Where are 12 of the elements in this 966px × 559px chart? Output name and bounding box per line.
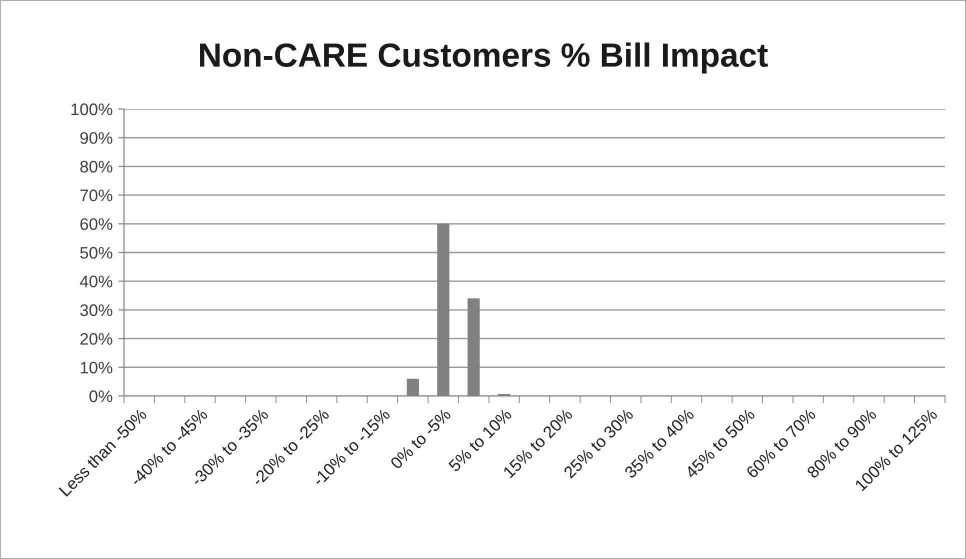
chart-title: Non-CARE Customers % Bill Impact xyxy=(200,42,768,74)
y-tick-label: 10% xyxy=(80,362,112,374)
y-tick-label: 100% xyxy=(72,103,112,116)
y-tick-label: 90% xyxy=(80,132,112,144)
y-tick-label: 60% xyxy=(80,218,112,230)
y-tick-label: 0% xyxy=(89,390,112,402)
y-tick-label: 40% xyxy=(80,276,112,288)
y-tick-label: 70% xyxy=(80,190,112,202)
y-tick-label: 50% xyxy=(80,246,112,259)
y-tick-label: 20% xyxy=(80,333,112,345)
y-tick-label: 30% xyxy=(80,304,112,316)
y-tick-label: 80% xyxy=(80,160,112,173)
